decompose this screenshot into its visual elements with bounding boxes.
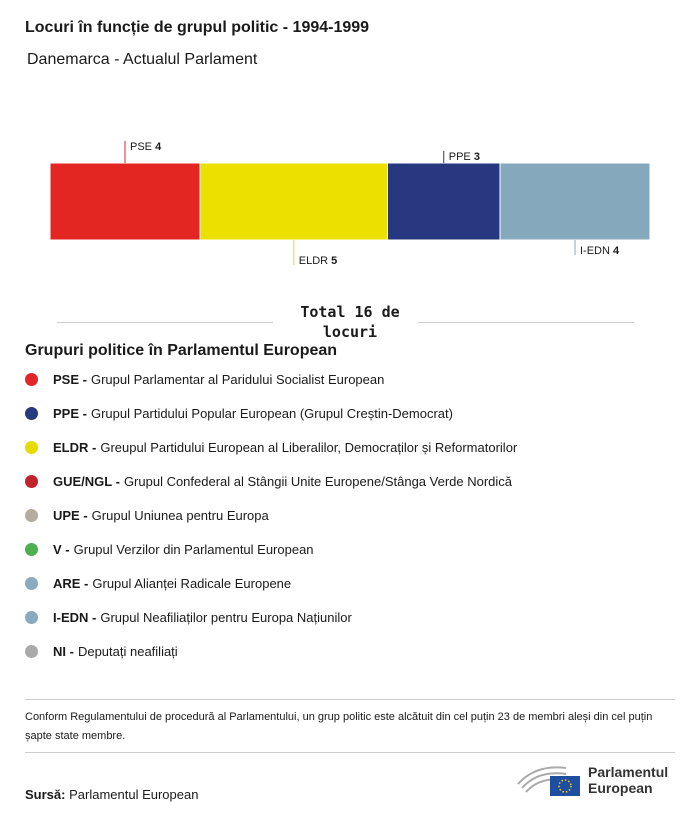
legend-label: Grupul Partidului Popular European (Grup… xyxy=(90,406,453,421)
segment-value: 5 xyxy=(331,255,337,267)
source-label: Sursă: xyxy=(25,787,66,802)
logo-text: European xyxy=(588,780,653,796)
divider xyxy=(57,322,273,323)
legend-title: Grupuri politice în Parlamentul European xyxy=(25,342,338,359)
legend-item: I-EDN - Grupul Neafiliaților pentru Europ… xyxy=(25,610,352,625)
legend-label: Grupul Neafiliaților pentru Europa Națiu… xyxy=(100,610,352,625)
title: Locuri în funcție de grupul politic - 19… xyxy=(25,19,370,36)
segment-value: 4 xyxy=(155,141,162,153)
legend-abbr: ELDR - xyxy=(53,440,97,455)
legend-abbr: ARE - xyxy=(53,576,89,591)
legend-abbr: PPE - xyxy=(53,406,87,421)
legend-abbr: GUE/NGL - xyxy=(53,474,120,489)
legend-abbr: NI - xyxy=(53,644,74,659)
bar-segment xyxy=(499,162,651,241)
legend-item: NI - Deputați neafiliați xyxy=(25,644,178,659)
legend-item: V - Grupul Verzilor din Parlamentul Europ… xyxy=(25,542,314,557)
legend-swatch xyxy=(25,577,38,590)
footnote: Conform Regulamentului de procedură al P… xyxy=(25,711,653,742)
chart: PSE 4 ELDR 5 PPE 3 I-EDN 4 xyxy=(49,141,651,267)
segment-label: PPE 3 xyxy=(449,151,480,163)
legend-swatch xyxy=(25,441,38,454)
legend-swatch xyxy=(25,611,38,624)
legend-swatch xyxy=(25,373,38,386)
legend-abbr: PSE - xyxy=(53,372,87,387)
legend-item: UPE - Grupul Uniunea pentru Europa xyxy=(25,508,269,523)
segment-value: 3 xyxy=(474,151,480,163)
bar-segment xyxy=(387,162,501,241)
segment-value: 4 xyxy=(613,245,620,257)
segment-name: PPE xyxy=(449,151,471,163)
logo-icon xyxy=(517,766,580,796)
legend-swatch xyxy=(25,645,38,658)
legend-abbr: I-EDN - xyxy=(53,610,97,625)
legend-label: Grupul Alianței Radicale Europene xyxy=(92,576,292,591)
source: Sursă: Parlamentul European xyxy=(25,787,198,802)
legend-item: PSE - Grupul Parlamentar al Paridului Soc… xyxy=(25,372,384,387)
legend-label: Grupul Uniunea pentru Europa xyxy=(91,508,269,523)
divider xyxy=(25,699,675,700)
segment-label: ELDR 5 xyxy=(299,255,338,267)
subtitle: Danemarca - Actualul Parlament xyxy=(27,51,258,68)
segment-label: I-EDN 4 xyxy=(580,245,620,257)
source-text: Parlamentul European xyxy=(69,787,199,802)
total-label: Total 16 de locuri xyxy=(300,303,400,341)
legend-item: ELDR - Greupul Partidului European al Lib… xyxy=(25,440,517,455)
segment-name: ELDR xyxy=(299,255,328,267)
segment-label: PSE 4 xyxy=(130,141,162,153)
bar-segment xyxy=(199,162,388,241)
legend-swatch xyxy=(25,543,38,556)
legend-item: ARE - Grupul Alianței Radicale Europene xyxy=(25,576,291,591)
legend-item: GUE/NGL - Grupul Confederal al Stângii Un… xyxy=(25,474,512,489)
legend-swatch xyxy=(25,407,38,420)
legend-abbr: V - xyxy=(53,542,70,557)
segment-name: PSE xyxy=(130,141,152,153)
divider xyxy=(418,322,634,323)
logo-text: Parlamentul xyxy=(588,764,669,780)
segment-name: I-EDN xyxy=(580,245,610,257)
logo: Parlamentul European xyxy=(516,762,668,798)
legend-item: PPE - Grupul Partidului Popular European … xyxy=(25,406,453,421)
legend-label: Grupul Verzilor din Parlamentul European xyxy=(73,542,314,557)
legend-label: Greupul Partidului European al Liberalil… xyxy=(100,440,518,455)
legend-label: Deputați neafiliați xyxy=(77,644,178,659)
legend-label: Grupul Parlamentar al Paridului Socialis… xyxy=(90,372,385,387)
legend-abbr: UPE - xyxy=(53,508,88,523)
bar-segment xyxy=(49,162,201,241)
legend-label: Grupul Confederal al Stângii Unite Europ… xyxy=(123,474,513,489)
legend-swatch xyxy=(25,509,38,522)
divider xyxy=(25,752,675,753)
legend-swatch xyxy=(25,475,38,488)
